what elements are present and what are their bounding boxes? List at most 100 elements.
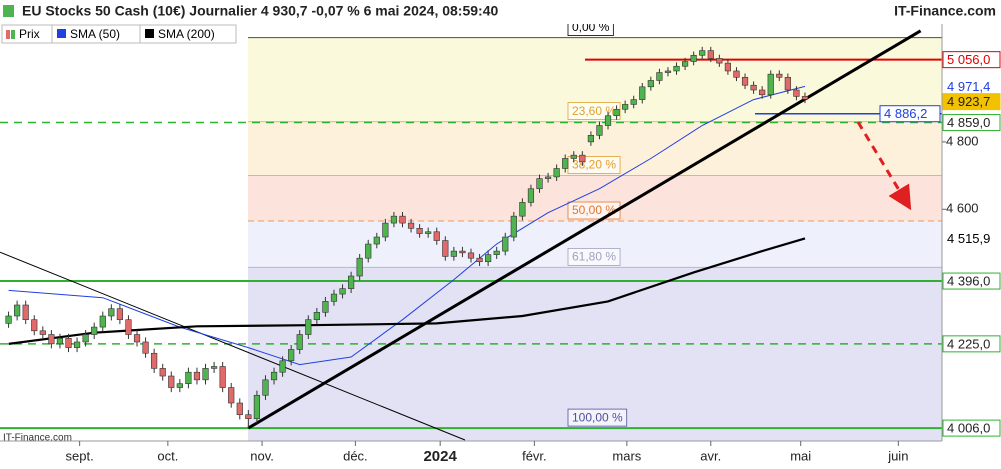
level-label: 4 006,0 (947, 421, 990, 436)
fib-label-box (567, 408, 628, 427)
candle-body (570, 154, 577, 159)
candle-body (185, 371, 192, 384)
candle-body (750, 84, 757, 91)
fib-label-box (567, 102, 621, 120)
candle-body (279, 360, 286, 373)
level-label-box (942, 419, 1001, 437)
candle-body (544, 176, 552, 179)
header (0, 0, 1001, 22)
sma-line (8, 237, 806, 345)
candle-body (253, 394, 261, 419)
level-label-box (942, 335, 1001, 353)
candle-body (31, 319, 38, 332)
candle-body (733, 70, 740, 78)
candle-body (604, 115, 612, 126)
level-label: 4 886,2 (884, 106, 927, 121)
level-label-box (942, 114, 1001, 132)
candle-body (519, 202, 526, 217)
candle-body (699, 50, 706, 56)
candle-body (724, 62, 732, 72)
candle-body (510, 215, 517, 238)
candle-body (476, 257, 483, 263)
candle-body (767, 73, 774, 96)
level-label: 4 515,9 (947, 231, 990, 246)
y-tick-label: 4 600 (946, 201, 979, 216)
fib-label-box (567, 24, 614, 36)
candle-body (39, 330, 46, 335)
level-label: 4 971,4 (947, 79, 990, 94)
candle-body (322, 301, 329, 313)
candle-body (5, 315, 12, 324)
legend-label: Prix (19, 27, 40, 41)
x-tick-label: juin (887, 448, 908, 463)
x-tick-label: mars (612, 448, 641, 463)
x-tick-label: nov. (250, 448, 274, 463)
fib-label: 38,20 % (572, 158, 616, 172)
plot-area: 0,00 % 23,60 % 38,20 % 50,00 % 61,80 % 100,00… (0, 20, 942, 441)
y-tick-label: 4 800 (946, 133, 979, 148)
candle-body (236, 402, 243, 416)
legend-label: SMA (50) (70, 27, 120, 41)
legend-icon (57, 29, 66, 38)
candle-body (99, 315, 106, 328)
legend-icon (145, 29, 154, 38)
candle-body (587, 135, 594, 143)
candle-body (622, 104, 629, 110)
logo (3, 5, 14, 17)
candle-body (801, 96, 809, 100)
candle-body (493, 250, 500, 255)
source: IT-Finance.com (894, 3, 996, 19)
candle-body (210, 366, 218, 369)
candle-body (690, 54, 697, 62)
candle-body (14, 304, 21, 317)
candle-body (664, 70, 672, 73)
candle-body (202, 368, 209, 381)
x-tick-label: févr. (522, 448, 547, 463)
candle-body (459, 250, 466, 254)
x-tick-label: avr. (700, 448, 721, 463)
candle-body (425, 231, 432, 234)
level-label-box (943, 230, 1000, 247)
candle-body (65, 337, 72, 348)
candle-body (656, 72, 663, 81)
candle-body (22, 304, 29, 320)
candle-body (707, 50, 714, 59)
legend-icon (6, 30, 10, 39)
candle-body (639, 86, 646, 100)
x-tick-label: 2024 (423, 448, 457, 465)
candle-body (416, 227, 423, 234)
x-tick-label: mai (790, 448, 811, 463)
candle-body (116, 308, 123, 320)
candle-body (288, 349, 295, 362)
candle-body (630, 99, 637, 105)
watermark: IT-Finance.com (3, 433, 72, 444)
trend-line (0, 251, 466, 441)
candle-body (776, 73, 783, 78)
legend-label: SMA (200) (158, 27, 215, 41)
candle-body (673, 65, 680, 72)
candle-body (313, 312, 320, 320)
candle-body (399, 215, 406, 224)
fib-label-box (567, 248, 621, 266)
level-label: 4 859,0 (947, 115, 990, 130)
candle-body (296, 334, 303, 350)
candle-body (382, 222, 389, 238)
level-label: 4 923,7 (947, 94, 990, 109)
candle-body (467, 252, 475, 259)
candle-body (613, 108, 620, 117)
fib-zone (248, 428, 942, 441)
candle-body (219, 366, 226, 388)
forecast-arrow (856, 121, 912, 211)
level-label-box (943, 78, 1000, 95)
x-tick-label: déc. (343, 448, 368, 463)
candle-body (193, 371, 201, 381)
candle-body (502, 236, 509, 252)
candle-body (348, 275, 355, 289)
candle-body (553, 168, 560, 178)
candle-body (450, 250, 457, 257)
candle-body (365, 243, 372, 259)
fib-label: 0,00 % (572, 20, 610, 34)
candle-body (142, 341, 149, 354)
level-label-box (942, 51, 1001, 69)
